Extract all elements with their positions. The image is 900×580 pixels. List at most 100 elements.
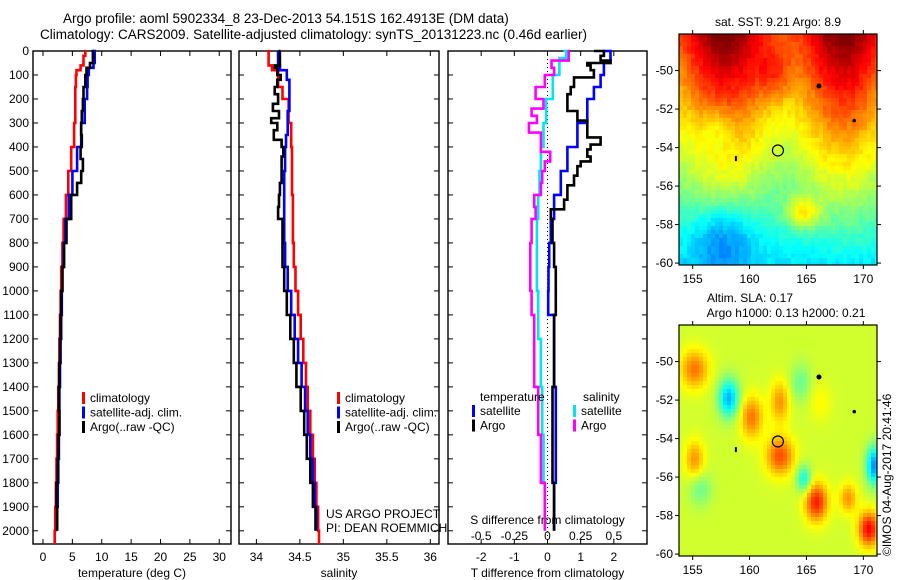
map-cell	[871, 437, 875, 441]
map-cell	[699, 214, 703, 218]
map-cell	[683, 333, 687, 337]
map-cell	[691, 329, 695, 333]
map-cell	[703, 385, 707, 389]
map-cell	[763, 238, 767, 242]
map-cell	[719, 433, 723, 437]
map-cell	[823, 206, 827, 210]
map-cell	[795, 449, 799, 453]
map-cell	[731, 78, 735, 82]
map-cell	[743, 62, 747, 66]
map-cell	[771, 401, 775, 405]
map-cell	[771, 238, 775, 242]
map-cell	[759, 182, 763, 186]
map-cell	[815, 46, 819, 50]
map-cell	[727, 230, 731, 234]
map-cell	[803, 122, 807, 126]
map-cell	[867, 174, 871, 178]
map-cell	[795, 397, 799, 401]
map-cell	[695, 449, 699, 453]
map-cell	[723, 158, 727, 162]
map-cell	[727, 98, 731, 102]
map-cell	[779, 34, 783, 38]
map-cell	[783, 417, 787, 421]
map-cell	[699, 457, 703, 461]
map-cell	[687, 433, 691, 437]
map-cell	[819, 174, 823, 178]
map-cell	[815, 134, 819, 138]
map-cell	[691, 262, 695, 265]
map-cell	[847, 361, 851, 365]
map-cell	[787, 154, 791, 158]
map-cell	[767, 198, 771, 202]
map-cell	[695, 54, 699, 58]
map-cell	[855, 429, 859, 433]
map-cell	[683, 102, 687, 106]
map-cell	[715, 82, 719, 86]
map-cell	[775, 134, 779, 138]
map-cell	[711, 433, 715, 437]
map-cell	[855, 234, 859, 238]
map-cell	[867, 70, 871, 74]
map-cell	[735, 333, 739, 337]
map-cell	[779, 210, 783, 214]
map-cell	[711, 130, 715, 134]
map-cell	[807, 238, 811, 242]
map-cell	[783, 62, 787, 66]
map-cell	[799, 186, 803, 190]
map-cell	[715, 429, 719, 433]
map-cell	[739, 238, 743, 242]
map-cell	[679, 210, 683, 214]
map-cell	[787, 433, 791, 437]
map-cell	[755, 397, 759, 401]
map-cell	[715, 258, 719, 262]
map-cell	[751, 381, 755, 385]
map-cell	[787, 138, 791, 142]
map-cell	[811, 401, 815, 405]
map-cell	[871, 429, 875, 433]
map-cell	[807, 150, 811, 154]
map-cell	[803, 74, 807, 78]
map-cell	[743, 150, 747, 154]
map-cell	[851, 170, 855, 174]
map-cell	[863, 377, 867, 381]
map-cell	[771, 214, 775, 218]
map-cell	[779, 417, 783, 421]
map-cell	[759, 393, 763, 397]
map-cell	[775, 258, 779, 262]
map-cell	[871, 82, 875, 86]
map-cell	[703, 421, 707, 425]
map-cell	[703, 337, 707, 341]
map-cell	[871, 114, 875, 118]
map-cell	[719, 86, 723, 90]
map-cell	[747, 54, 751, 58]
map-cell	[707, 86, 711, 90]
map-cell	[831, 134, 835, 138]
map-cell	[683, 146, 687, 150]
map-cell	[875, 182, 877, 186]
y-tick-label: 600	[9, 188, 29, 202]
map-cell	[815, 202, 819, 206]
map-cell	[683, 433, 687, 437]
map-cell	[871, 409, 875, 413]
map-cell	[831, 234, 835, 238]
map-cell	[735, 98, 739, 102]
map-cell	[875, 365, 877, 369]
map-cell	[875, 250, 877, 254]
map-cell	[683, 46, 687, 50]
map-cell	[751, 62, 755, 66]
map-cell	[679, 98, 683, 102]
map-cell	[751, 214, 755, 218]
map-cell	[743, 158, 747, 162]
map-cell	[871, 102, 875, 106]
map-cell	[859, 130, 863, 134]
map-cell	[847, 170, 851, 174]
map-cell	[803, 405, 807, 409]
map-cell	[723, 445, 727, 449]
map-cell	[715, 54, 719, 58]
map-cell	[827, 114, 831, 118]
map-cell	[875, 393, 877, 397]
map-cell	[683, 210, 687, 214]
map-cell	[699, 186, 703, 190]
map-cell	[807, 413, 811, 417]
map-cell	[783, 106, 787, 110]
